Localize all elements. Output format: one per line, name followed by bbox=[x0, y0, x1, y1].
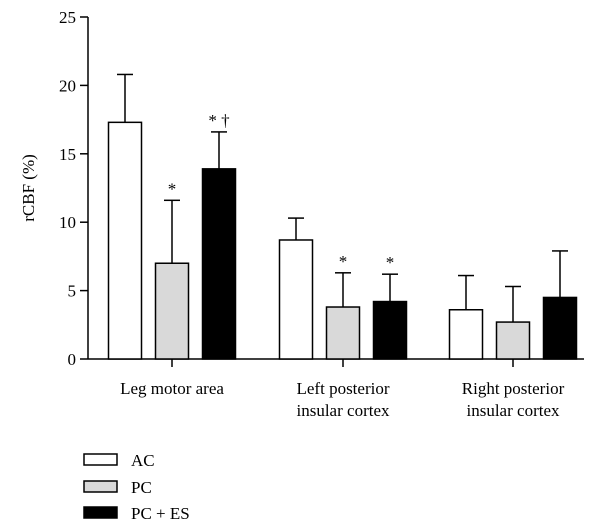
legend-swatch bbox=[83, 453, 118, 466]
y-axis-label: rCBF (%) bbox=[19, 154, 38, 222]
legend-label: PC + ES bbox=[131, 504, 190, 522]
bar bbox=[278, 239, 314, 360]
y-tick-label: 5 bbox=[68, 282, 77, 301]
bar bbox=[495, 321, 531, 360]
bar bbox=[448, 309, 484, 360]
legend-swatch bbox=[83, 506, 118, 519]
legend: AC PC PC + ES bbox=[83, 451, 190, 522]
bar bbox=[542, 296, 578, 360]
x-tick-label: Left posterior bbox=[297, 379, 390, 398]
x-tick-label: insular cortex bbox=[467, 401, 560, 420]
legend-label: PC bbox=[131, 478, 152, 497]
bar bbox=[325, 306, 361, 360]
bars: * * * † * bbox=[107, 73, 578, 360]
bar bbox=[201, 168, 237, 360]
y-axis: 0 5 10 15 20 25 bbox=[59, 8, 89, 369]
y-tick-label: 0 bbox=[68, 350, 77, 369]
x-tick-label: Leg motor area bbox=[120, 379, 224, 398]
x-tick-label: Right posterior bbox=[462, 379, 565, 398]
significance-mark: * † bbox=[208, 111, 229, 130]
significance-mark: * bbox=[168, 179, 177, 198]
bar bbox=[372, 300, 408, 360]
legend-label: AC bbox=[131, 451, 155, 470]
significance-mark: * bbox=[386, 253, 395, 272]
y-tick-label: 10 bbox=[59, 213, 76, 232]
x-tick-label: insular cortex bbox=[297, 401, 390, 420]
legend-swatch bbox=[83, 480, 118, 493]
y-tick-label: 20 bbox=[59, 76, 76, 95]
bar bbox=[107, 121, 143, 360]
significance-mark: * bbox=[339, 252, 348, 271]
y-tick-label: 15 bbox=[59, 145, 76, 164]
bar bbox=[154, 262, 190, 360]
x-axis: Leg motor area Left posterior insular cort… bbox=[88, 358, 584, 420]
y-tick-label: 25 bbox=[59, 8, 76, 27]
